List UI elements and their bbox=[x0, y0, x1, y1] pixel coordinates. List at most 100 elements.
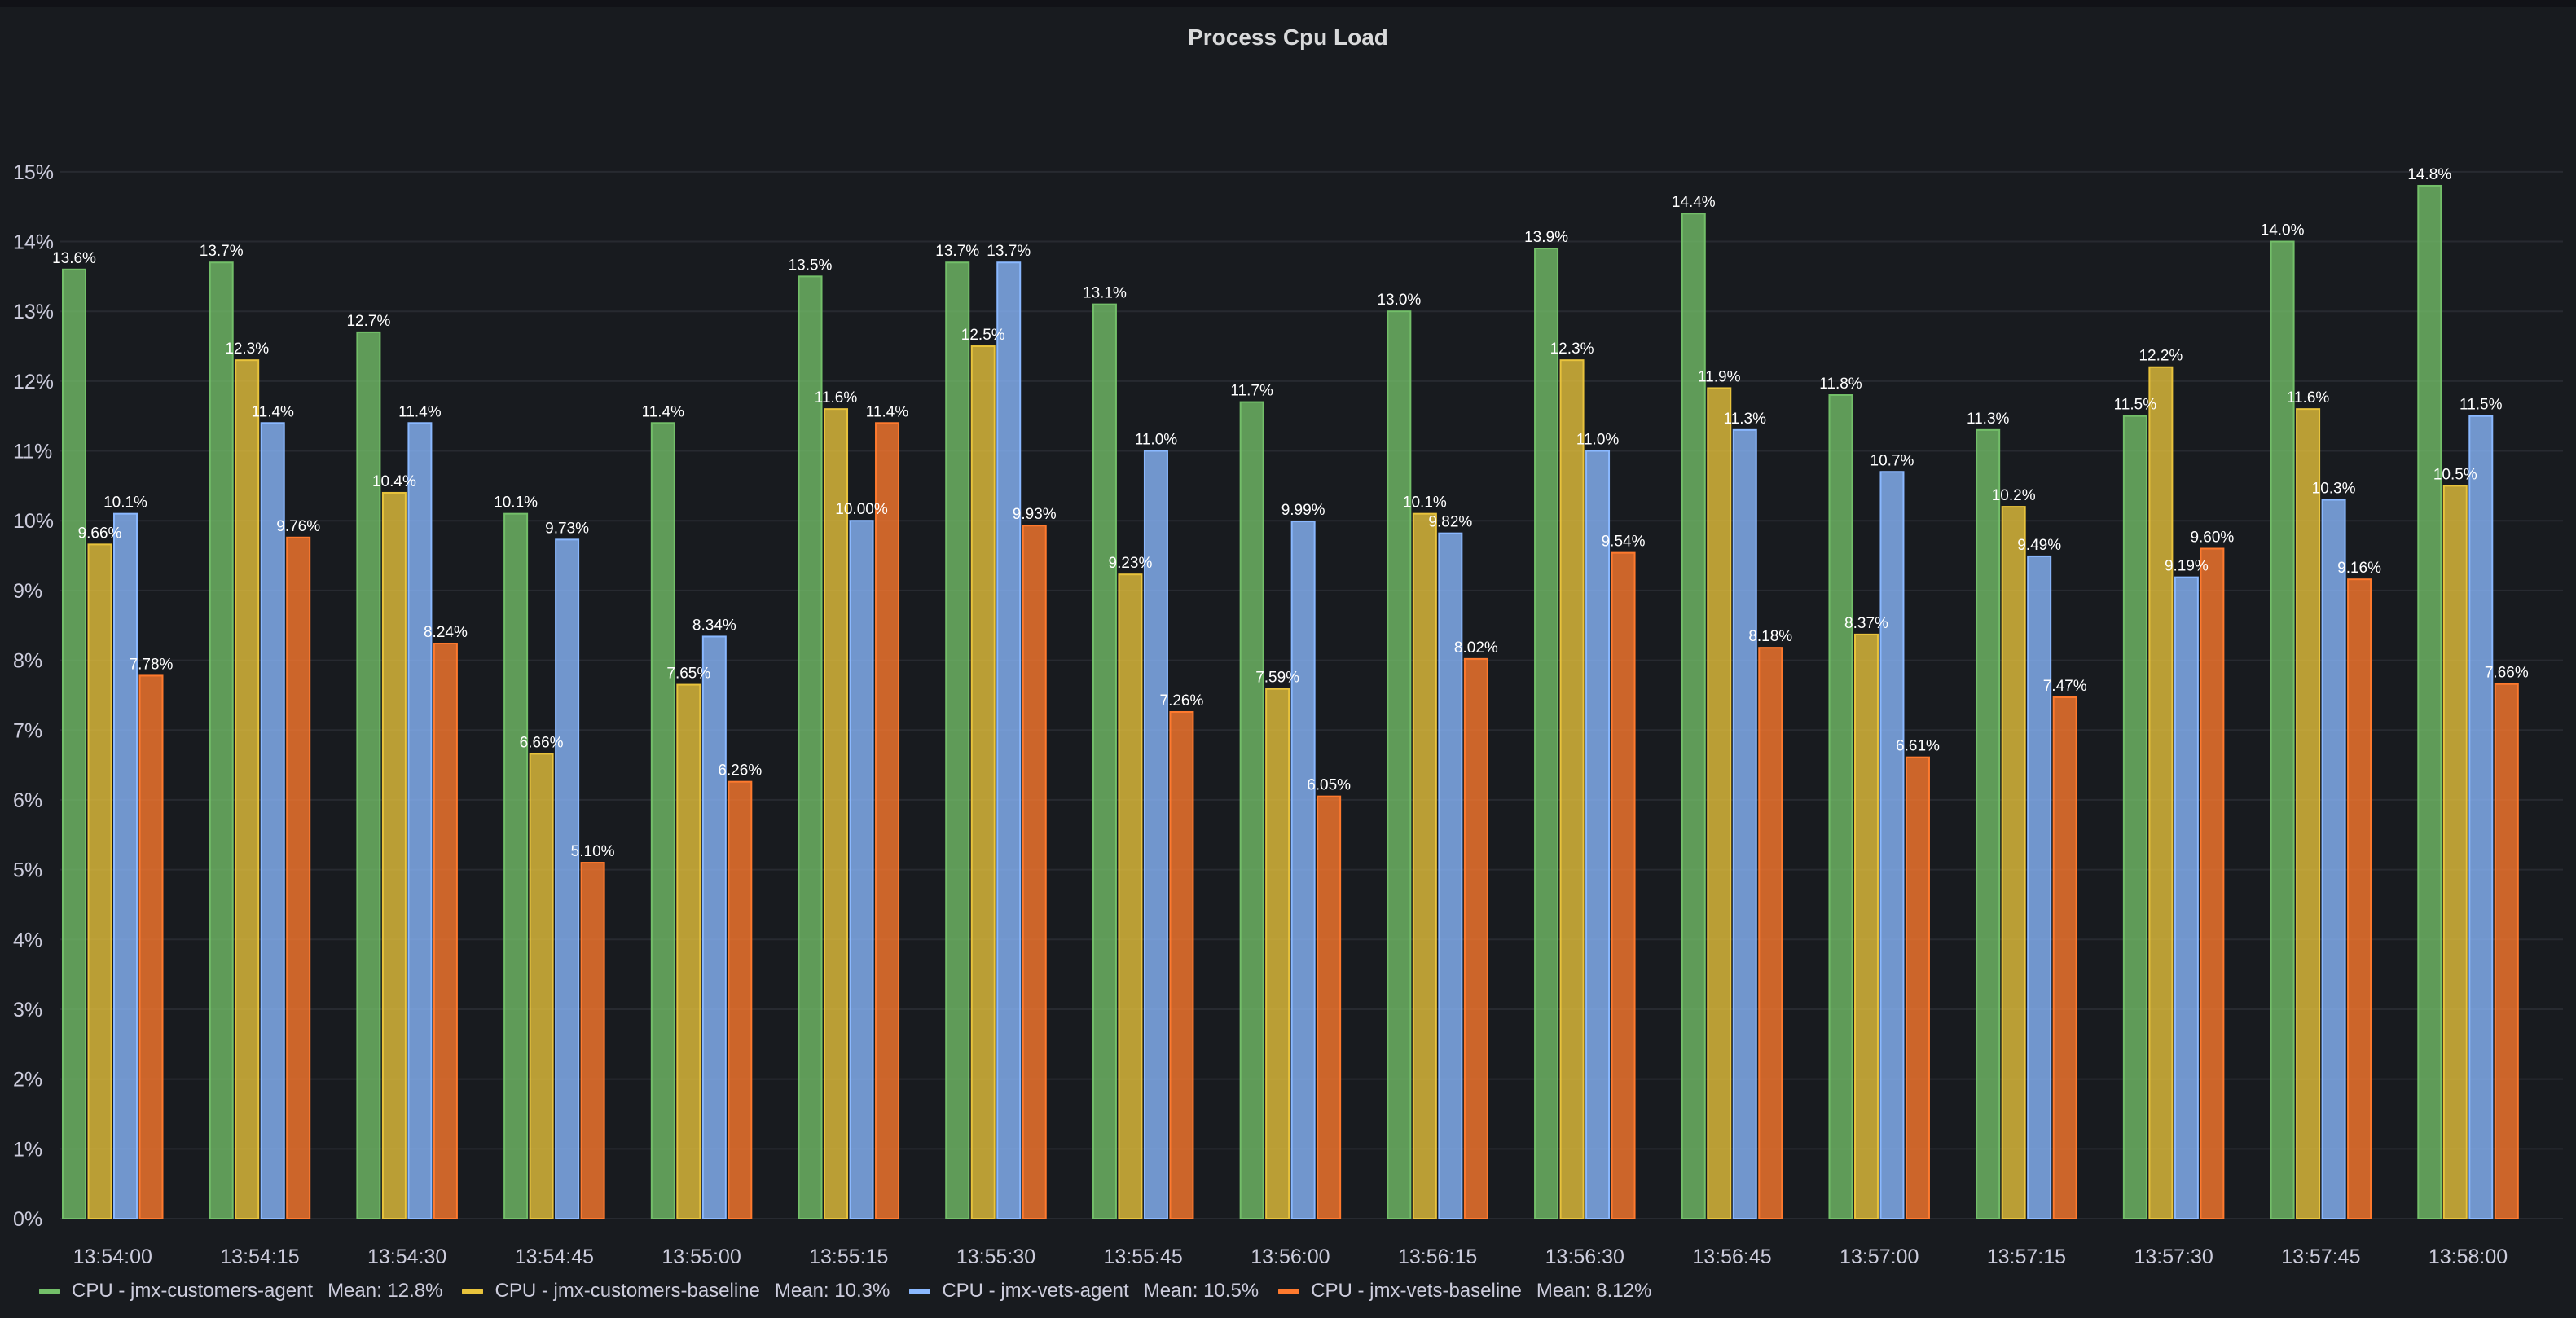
bar-data-label: 11.4% bbox=[866, 403, 909, 420]
bar bbox=[1879, 471, 1905, 1219]
y-tick-label: 7% bbox=[13, 719, 42, 742]
bar bbox=[1681, 213, 1706, 1220]
bar-data-label: 11.0% bbox=[1576, 432, 1620, 449]
bar bbox=[1118, 573, 1143, 1219]
bar bbox=[356, 331, 381, 1220]
bar-data-label: 7.66% bbox=[2485, 665, 2529, 682]
y-tick-label: 10% bbox=[13, 510, 54, 533]
chart-legend: CPU - jmx-customers-agent Mean: 12.8% CPU … bbox=[39, 1277, 1671, 1305]
bar bbox=[798, 275, 823, 1219]
bar-data-label: 11.4% bbox=[642, 403, 685, 420]
y-tick-label: 12% bbox=[13, 371, 54, 393]
bar-data-label: 5.10% bbox=[571, 843, 615, 860]
bar-data-label: 13.7% bbox=[987, 243, 1031, 260]
bar bbox=[1732, 428, 1757, 1219]
bar bbox=[676, 683, 701, 1219]
bar-data-label: 13.5% bbox=[789, 257, 833, 274]
bar-data-label: 11.0% bbox=[1135, 432, 1178, 449]
bar bbox=[1463, 657, 1488, 1219]
bar-chart: 0% 1% 2% 3% 4% 5% 6% 7% 8% 9% 10% 11% 12% 13% 14% 15% 1… bbox=[13, 161, 2563, 1268]
bar bbox=[529, 753, 554, 1219]
bar-data-label: 8.18% bbox=[1748, 628, 1792, 645]
bar-data-label: 11.4% bbox=[251, 403, 294, 420]
bar bbox=[260, 422, 285, 1219]
y-tick-label: 2% bbox=[13, 1069, 42, 1092]
x-tick-label: 13:54:30 bbox=[367, 1246, 446, 1268]
bar bbox=[286, 536, 311, 1219]
bar-data-label: 10.00% bbox=[835, 501, 888, 518]
x-tick-label: 13:55:45 bbox=[1104, 1246, 1183, 1268]
bar-data-label: 9.99% bbox=[1281, 502, 1325, 519]
bar-data-label: 11.3% bbox=[1724, 411, 1767, 428]
legend-series-name: CPU - jmx-vets-baseline bbox=[1311, 1280, 1522, 1302]
bar bbox=[1438, 532, 1463, 1219]
bar-data-label: 9.73% bbox=[545, 520, 589, 537]
bar-data-label: 7.78% bbox=[130, 656, 174, 673]
x-tick-label: 13:55:00 bbox=[662, 1246, 741, 1268]
bar-data-label: 8.34% bbox=[692, 617, 736, 634]
bar-data-label: 11.6% bbox=[815, 389, 858, 406]
bar bbox=[1853, 633, 1879, 1219]
bar bbox=[2468, 415, 2494, 1220]
bar bbox=[1239, 401, 1264, 1219]
bar bbox=[1707, 387, 1732, 1219]
x-tick-label: 13:54:00 bbox=[73, 1246, 152, 1268]
bar bbox=[2494, 683, 2519, 1219]
bar bbox=[650, 422, 675, 1219]
bar-data-label: 9.54% bbox=[1602, 534, 1646, 551]
bar bbox=[1022, 525, 1047, 1219]
x-tick-label: 13:56:30 bbox=[1545, 1246, 1624, 1268]
bar-data-label: 8.24% bbox=[424, 624, 468, 641]
x-tick-label: 13:57:45 bbox=[2281, 1246, 2360, 1268]
bar-data-label: 13.7% bbox=[200, 243, 244, 260]
x-tick-label: 13:54:15 bbox=[220, 1246, 299, 1268]
panel-title: Process Cpu Load bbox=[1188, 24, 1388, 50]
bar bbox=[2174, 576, 2199, 1219]
y-tick-label: 14% bbox=[13, 231, 54, 254]
bar bbox=[970, 345, 996, 1220]
bar bbox=[1611, 551, 1636, 1219]
legend-item[interactable]: CPU - jmx-vets-baseline Mean: 8.12% bbox=[1278, 1280, 1651, 1303]
bar-data-label: 14.0% bbox=[2261, 222, 2305, 239]
x-tick-label: 13:58:00 bbox=[2429, 1246, 2508, 1268]
legend-item[interactable]: CPU - jmx-customers-baseline Mean: 10.3% bbox=[462, 1280, 890, 1303]
bar-data-label: 8.02% bbox=[1454, 639, 1498, 657]
bar bbox=[728, 780, 753, 1219]
bar-data-label: 12.3% bbox=[225, 340, 269, 358]
x-tick-label: 13:57:00 bbox=[1840, 1246, 1919, 1268]
bar-data-label: 11.7% bbox=[1230, 383, 1273, 400]
bar-data-label: 12.2% bbox=[2139, 348, 2183, 365]
x-tick-label: 13:56:45 bbox=[1692, 1246, 1771, 1268]
x-tick-label: 13:55:15 bbox=[809, 1246, 888, 1268]
bar-data-label: 12.5% bbox=[961, 327, 1005, 344]
x-tick-label: 13:57:15 bbox=[1987, 1246, 2066, 1268]
bar bbox=[1169, 710, 1194, 1219]
bar-data-label: 9.19% bbox=[2165, 558, 2209, 575]
y-tick-label: 13% bbox=[13, 301, 54, 323]
x-tick-label: 13:56:00 bbox=[1251, 1246, 1330, 1268]
legend-item[interactable]: CPU - jmx-vets-agent Mean: 10.5% bbox=[909, 1280, 1259, 1303]
bar bbox=[1265, 688, 1290, 1219]
bar bbox=[2296, 408, 2321, 1220]
bar bbox=[945, 261, 970, 1219]
bar-data-label: 10.1% bbox=[1403, 494, 1447, 512]
bar bbox=[2052, 696, 2077, 1219]
bar-data-label: 13.1% bbox=[1083, 285, 1127, 302]
y-tick-label: 5% bbox=[13, 859, 42, 882]
bar bbox=[2417, 184, 2442, 1219]
y-tick-label: 3% bbox=[13, 999, 42, 1021]
bar bbox=[1758, 647, 1783, 1219]
bar bbox=[2270, 240, 2295, 1220]
bar bbox=[1092, 303, 1117, 1219]
legend-item[interactable]: CPU - jmx-customers-agent Mean: 12.8% bbox=[39, 1280, 442, 1303]
x-tick-label: 13:56:15 bbox=[1398, 1246, 1477, 1268]
bar-data-label: 9.82% bbox=[1428, 514, 1472, 531]
x-tick-label: 13:54:45 bbox=[515, 1246, 594, 1268]
y-tick-label: 11% bbox=[13, 441, 52, 463]
bar-data-label: 10.1% bbox=[103, 494, 147, 512]
bar-data-label: 6.61% bbox=[1896, 738, 1940, 755]
bar-data-label: 14.8% bbox=[2407, 166, 2451, 183]
bar-data-label: 13.7% bbox=[935, 243, 979, 260]
legend-series-name: CPU - jmx-customers-baseline bbox=[495, 1280, 760, 1302]
bar-data-label: 10.4% bbox=[372, 473, 416, 490]
